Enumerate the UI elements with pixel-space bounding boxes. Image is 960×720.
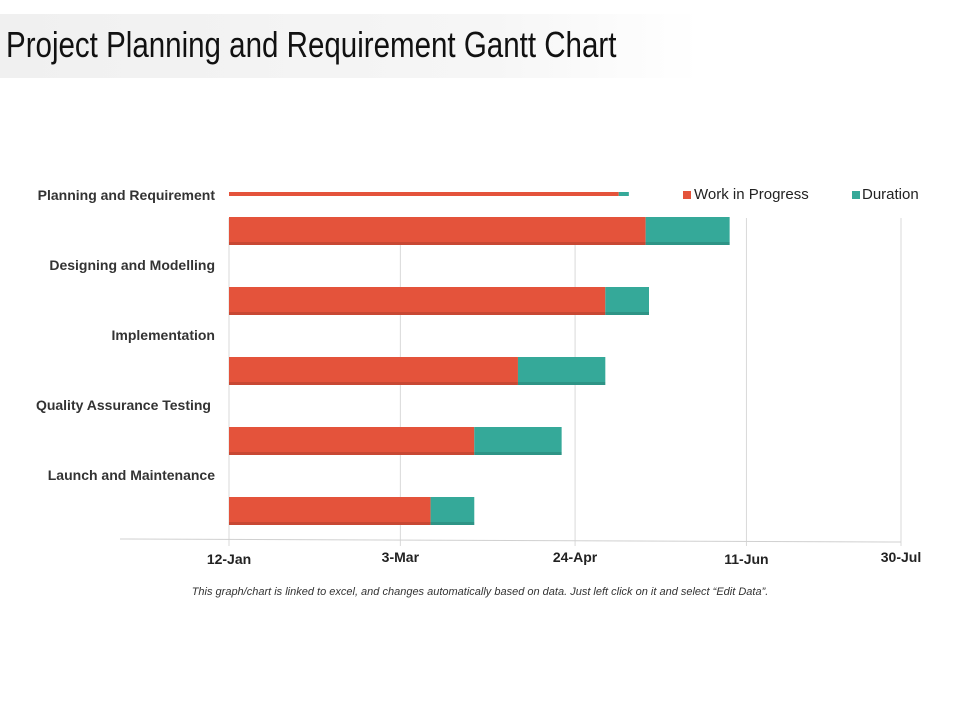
bar-shadow — [430, 522, 475, 525]
bar-shadow — [605, 312, 649, 315]
category-label: Implementation — [112, 327, 215, 343]
tick-label: 11-Jun — [724, 551, 768, 567]
bar-shadow — [229, 312, 606, 315]
legend: Work in Progress Duration — [683, 186, 919, 203]
bar-shadow — [229, 522, 431, 525]
category-label: Launch and Maintenance — [48, 467, 215, 483]
bar-work-in-progress — [229, 427, 475, 455]
thin-bar-segment — [618, 192, 629, 196]
tick-label: 24-Apr — [553, 549, 598, 565]
bar-duration — [605, 287, 649, 315]
bars — [229, 192, 730, 525]
legend-label: Work in Progress — [694, 186, 809, 203]
bar-work-in-progress — [229, 287, 606, 315]
bar-shadow — [229, 242, 646, 245]
category-label: Designing and Modelling — [49, 257, 215, 273]
legend-label: Duration — [862, 186, 919, 203]
category-labels: Planning and Requirement Designing and Mo… — [36, 187, 215, 483]
x-axis — [119, 538, 902, 543]
axis-baseline — [119, 538, 902, 543]
tick-label: 12-Jan — [207, 551, 251, 567]
tick-labels: 12-Jan 3-Mar 24-Apr 11-Jun 30-Jul — [207, 549, 921, 567]
bar-duration — [517, 357, 606, 385]
legend-swatch — [683, 191, 691, 199]
tick-label: 3-Mar — [382, 549, 420, 565]
bar-work-in-progress — [229, 357, 518, 385]
bar-work-in-progress — [229, 497, 431, 525]
category-label: Quality Assurance Testing — [36, 397, 211, 413]
footnote: This graph/chart is linked to excel, and… — [191, 586, 769, 598]
title-band — [0, 14, 700, 78]
bar-shadow — [474, 452, 562, 455]
tick-label: 30-Jul — [881, 549, 921, 565]
bar-duration — [645, 217, 730, 245]
bar-shadow — [517, 382, 606, 385]
thin-bar-segment — [229, 192, 619, 196]
bar-work-in-progress — [229, 217, 646, 245]
bar-duration — [430, 497, 475, 525]
category-label: Planning and Requirement — [38, 187, 216, 203]
bar-duration — [474, 427, 562, 455]
bar-shadow — [229, 382, 518, 385]
page-title: Project Planning and Requirement Gantt C… — [6, 24, 617, 65]
bar-shadow — [645, 242, 730, 245]
bar-shadow — [229, 452, 475, 455]
legend-swatch — [852, 191, 860, 199]
